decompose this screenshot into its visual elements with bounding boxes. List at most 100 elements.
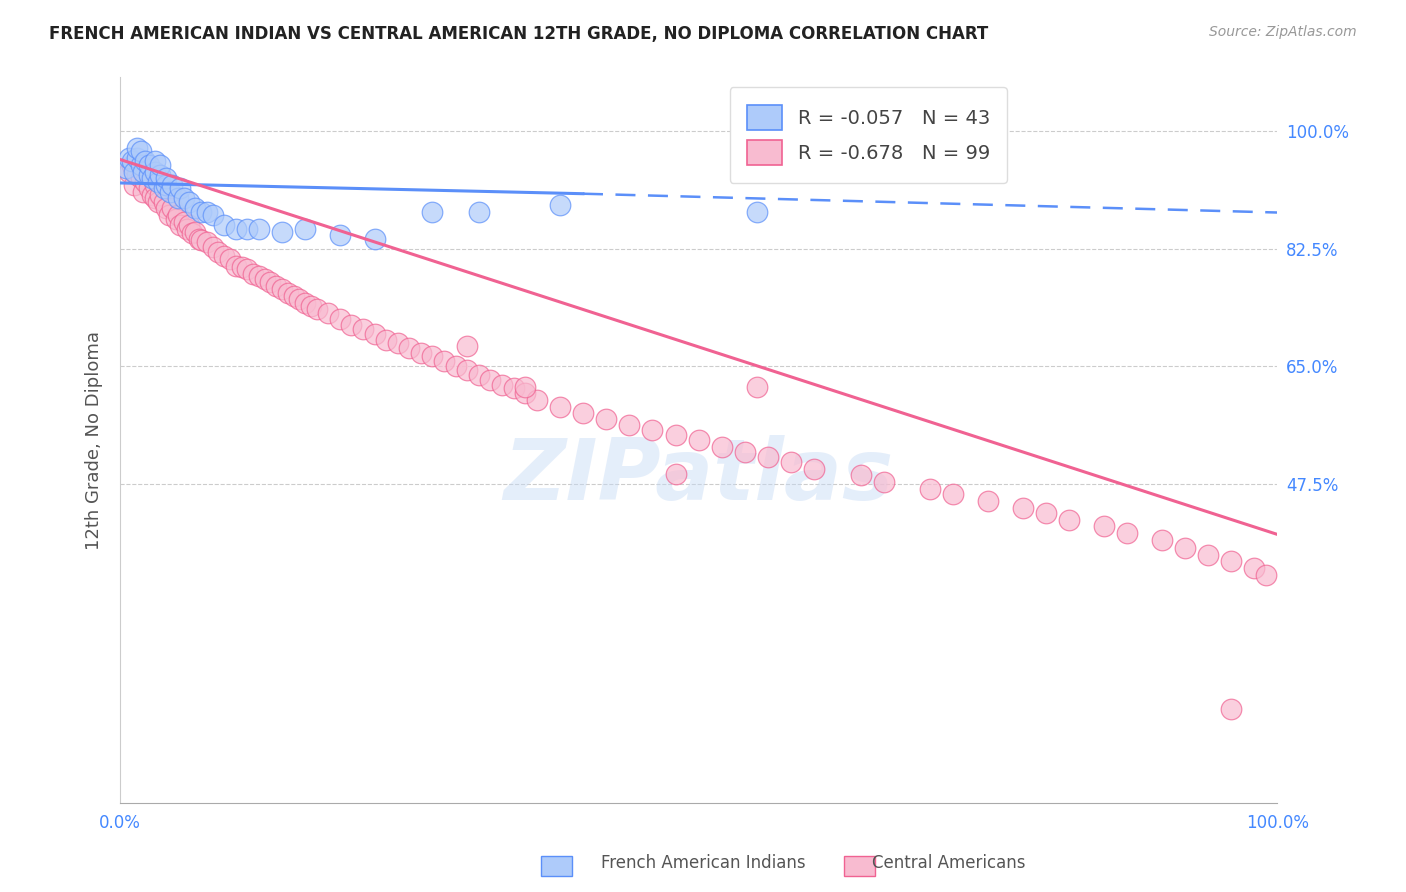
- Point: [340, 318, 363, 332]
- Point: [190, 205, 212, 219]
- Point: [977, 493, 1000, 508]
- Point: [143, 154, 166, 169]
- Point: [157, 208, 180, 222]
- Point: [242, 267, 264, 281]
- Point: [688, 434, 710, 448]
- Point: [127, 151, 149, 165]
- Point: [146, 175, 169, 189]
- Point: [1174, 541, 1197, 555]
- Point: [176, 221, 198, 235]
- Point: [219, 252, 242, 266]
- Point: [166, 191, 188, 205]
- Point: [190, 233, 212, 247]
- Y-axis label: 12th Grade, No Diploma: 12th Grade, No Diploma: [86, 331, 103, 549]
- Point: [595, 412, 617, 426]
- Point: [236, 262, 259, 277]
- Point: [236, 221, 259, 235]
- Point: [363, 327, 385, 342]
- Point: [264, 278, 287, 293]
- Point: [187, 232, 209, 246]
- Point: [745, 379, 768, 393]
- Point: [143, 164, 166, 178]
- Point: [155, 202, 177, 216]
- Point: [146, 194, 169, 209]
- Point: [1243, 561, 1265, 575]
- Point: [294, 295, 316, 310]
- Point: [159, 185, 181, 199]
- Point: [195, 205, 218, 219]
- Point: [138, 181, 160, 195]
- Point: [114, 161, 136, 176]
- Point: [294, 221, 316, 235]
- Point: [153, 194, 176, 209]
- Point: [173, 215, 195, 229]
- Point: [138, 158, 160, 172]
- Text: Central Americans: Central Americans: [872, 855, 1026, 872]
- Point: [225, 221, 247, 235]
- Point: [422, 205, 444, 219]
- Legend: R = -0.057   N = 43, R = -0.678   N = 99: R = -0.057 N = 43, R = -0.678 N = 99: [730, 87, 1007, 183]
- Point: [873, 475, 896, 489]
- Point: [513, 386, 536, 401]
- Point: [745, 205, 768, 219]
- Point: [141, 188, 163, 202]
- Point: [756, 450, 779, 465]
- Point: [780, 455, 803, 469]
- Point: [398, 341, 420, 355]
- Point: [444, 359, 467, 374]
- Point: [526, 392, 548, 407]
- Point: [1197, 548, 1219, 562]
- Point: [212, 219, 235, 233]
- Point: [138, 168, 160, 182]
- Point: [491, 377, 513, 392]
- Point: [305, 302, 328, 317]
- Point: [165, 211, 187, 226]
- Point: [141, 171, 163, 186]
- Point: [149, 168, 172, 182]
- Point: [149, 188, 172, 202]
- Point: [129, 145, 152, 159]
- Point: [259, 276, 281, 290]
- Point: [1116, 526, 1139, 541]
- Point: [468, 368, 491, 382]
- Text: French American Indians: French American Indians: [600, 855, 806, 872]
- Point: [207, 245, 229, 260]
- Point: [548, 400, 571, 414]
- Point: [122, 178, 145, 192]
- Point: [155, 171, 177, 186]
- Point: [271, 225, 294, 239]
- Point: [288, 292, 311, 306]
- Point: [456, 363, 478, 377]
- Point: [253, 272, 276, 286]
- Point: [127, 168, 149, 182]
- Point: [1011, 500, 1033, 515]
- Point: [160, 202, 183, 216]
- Point: [1092, 519, 1115, 533]
- Point: [195, 235, 218, 249]
- Point: [231, 260, 253, 274]
- Point: [664, 428, 686, 442]
- Point: [329, 312, 352, 326]
- Point: [212, 248, 235, 262]
- Point: [422, 350, 444, 364]
- Point: [283, 289, 305, 303]
- Point: [619, 417, 641, 432]
- Point: [184, 225, 207, 239]
- Point: [710, 440, 733, 454]
- Point: [169, 219, 191, 233]
- Point: [1057, 513, 1080, 527]
- Point: [1220, 702, 1243, 716]
- Point: [502, 381, 524, 395]
- Point: [173, 191, 195, 205]
- Point: [803, 461, 825, 475]
- Point: [387, 335, 409, 350]
- Point: [179, 194, 201, 209]
- Point: [664, 467, 686, 481]
- Text: Source: ZipAtlas.com: Source: ZipAtlas.com: [1209, 25, 1357, 39]
- Point: [169, 181, 191, 195]
- Point: [734, 445, 756, 459]
- Point: [129, 171, 152, 186]
- Point: [134, 154, 156, 169]
- Point: [641, 423, 664, 437]
- Point: [479, 373, 502, 387]
